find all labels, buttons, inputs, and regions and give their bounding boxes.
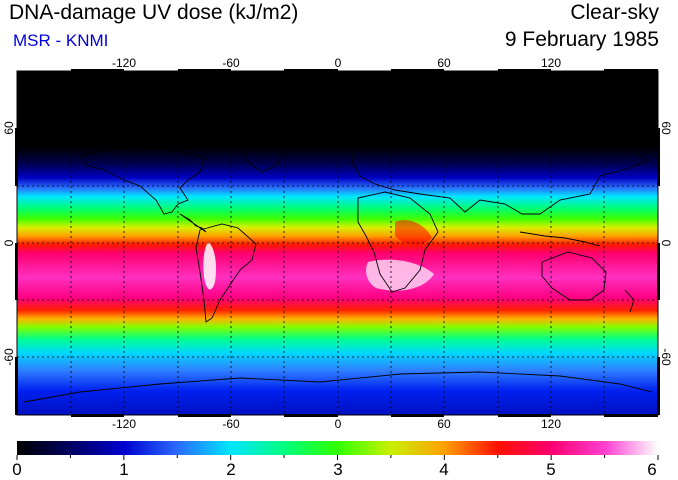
lat-tick-right-2: 0 [659,240,673,247]
colorbar-label-4: 4 [439,460,448,479]
colorbar-label-6: 6 [647,460,656,479]
antarctica-coast [23,371,653,403]
maritime-continent-coast [519,231,601,247]
africa-coast [357,191,439,293]
colorbar-label-3: 3 [333,460,342,479]
graticule [17,71,658,415]
lon-tick-top-4: 60 [437,56,451,70]
colorbar-label-2: 2 [226,460,235,479]
lat-tick-left-2: 0 [2,239,16,246]
colorbar-label-5: 5 [546,460,555,479]
map-subtitle: MSR - KNMI [13,31,109,50]
regional-highlights [203,219,434,291]
australia-coast [541,251,607,301]
colorbar-label-1: 1 [119,460,128,479]
south-america-coast [195,223,257,323]
lon-tick-bottom-4: 60 [437,417,451,431]
southern-africa-highlight [366,259,434,291]
lon-tick-top-1: -120 [112,56,136,70]
north-america-coast [81,145,206,215]
map-title: DNA-damage UV dose (kJ/m2) [9,1,299,24]
lat-tick-left-3: -60 [2,348,16,366]
lon-tick-bottom-5: 120 [541,417,561,431]
lat-tick-left-1: 60 [2,121,16,135]
lat-tick-right-1: 60 [659,121,673,135]
andes-highlight [203,242,217,290]
colorbar [17,441,658,455]
lat-tick-right-3: -60 [659,348,673,366]
lon-tick-bottom-1: -120 [112,417,136,431]
lon-tick-top-2: -60 [222,56,240,70]
eurasia-coast [351,131,649,215]
east-africa-highlight [395,219,432,245]
colorbar-ticks [16,455,659,460]
central-america-coast [179,213,207,233]
lon-tick-top-5: 120 [541,56,561,70]
lon-tick-bottom-3: 0 [335,417,342,431]
lon-tick-top-3: 0 [335,56,342,70]
date-label: 9 February 1985 [504,28,659,51]
greenland-coast [239,143,283,173]
sky-condition-label: Clear-sky [570,1,659,24]
frame-scale-bars [15,69,660,417]
lon-tick-bottom-2: -60 [222,417,240,431]
colorbar-label-0: 0 [12,460,21,479]
